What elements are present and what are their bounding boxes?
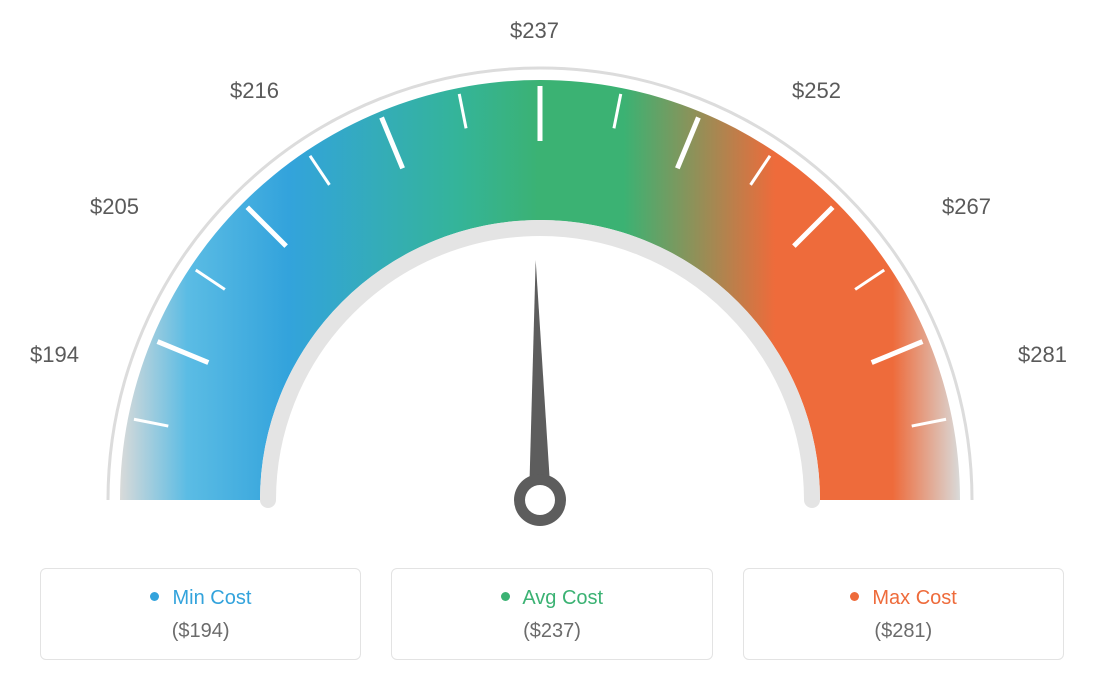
min-cost-card: Min Cost ($194) [40,568,361,660]
tick-label-6: $281 [1018,342,1067,368]
max-cost-title: Max Cost [754,587,1053,610]
avg-cost-value: ($237) [402,620,701,643]
summary-cards: Min Cost ($194) Avg Cost ($237) Max Cost… [40,568,1064,660]
avg-cost-label: Avg Cost [522,587,603,609]
tick-label-0: $194 [30,342,79,368]
max-dot-icon [850,592,859,601]
tick-label-5: $267 [942,194,991,220]
max-cost-card: Max Cost ($281) [743,568,1064,660]
tick-label-3: $237 [510,18,559,44]
cost-gauge-chart: $194 $205 $216 $237 $252 $267 $281 Min C… [0,0,1104,690]
min-cost-value: ($194) [51,620,350,643]
tick-label-4: $252 [792,78,841,104]
min-cost-title: Min Cost [51,587,350,610]
min-dot-icon [150,592,159,601]
gauge-svg [0,0,1104,560]
avg-cost-card: Avg Cost ($237) [391,568,712,660]
tick-label-2: $216 [230,78,279,104]
tick-label-1: $205 [90,194,139,220]
max-cost-value: ($281) [754,620,1053,643]
max-cost-label: Max Cost [872,587,956,609]
avg-cost-title: Avg Cost [402,587,701,610]
avg-dot-icon [501,592,510,601]
min-cost-label: Min Cost [172,587,251,609]
gauge-area: $194 $205 $216 $237 $252 $267 $281 [0,0,1104,560]
